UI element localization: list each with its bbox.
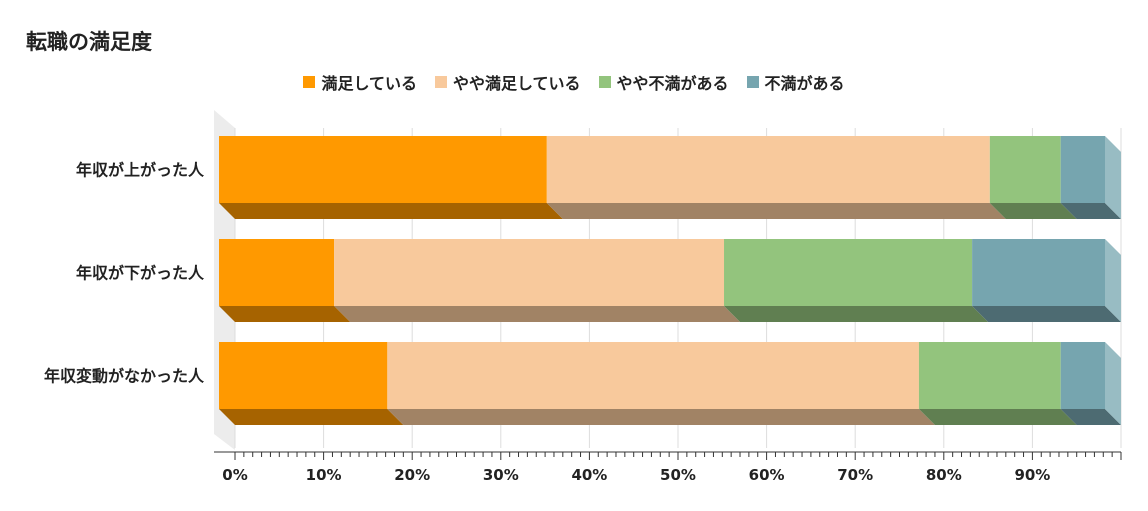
bar-segment-depth: [387, 409, 935, 425]
x-tick-label: 0%: [222, 466, 247, 484]
x-tick-label: 60%: [749, 466, 785, 484]
bar-segment: [219, 136, 547, 203]
bar-segment: [1060, 136, 1105, 203]
legend-item-dissatisfied: 不満がある: [746, 70, 845, 94]
legend-swatch: [746, 76, 759, 88]
bar-segment-depth: [1060, 409, 1121, 425]
bar-segment: [219, 239, 335, 306]
x-tick-label: 80%: [926, 466, 962, 484]
bar-segment: [918, 342, 1061, 409]
legend-item-satisfied: 満足している: [303, 70, 417, 94]
bar-end-cap: [1105, 342, 1121, 425]
bar-segment-depth: [334, 306, 741, 322]
x-tick-label: 20%: [394, 466, 430, 484]
bar-segment: [219, 342, 388, 409]
x-tick-label: 30%: [483, 466, 519, 484]
bar-segment: [1060, 342, 1105, 409]
bar-segment-depth: [918, 409, 1077, 425]
x-tick-label: 70%: [837, 466, 873, 484]
legend-label: やや満足している: [452, 74, 581, 93]
bar-segment-depth: [219, 203, 563, 219]
bar-segment-depth: [972, 306, 1121, 322]
bar-segment: [989, 136, 1061, 203]
bar-segment: [387, 342, 919, 409]
category-label: 年収が上がった人: [76, 161, 205, 180]
bar-segment-depth: [989, 203, 1077, 219]
legend-label: 不満がある: [764, 74, 845, 93]
legend-item-somewhat-satisfied: やや満足している: [434, 70, 581, 94]
bar-segment-depth: [724, 306, 989, 322]
legend-swatch: [303, 76, 316, 88]
bar-segment-depth: [1060, 203, 1121, 219]
legend-label: 満足している: [321, 74, 417, 93]
bar-segment: [724, 239, 973, 306]
bar-segment-depth: [546, 203, 1006, 219]
bar-end-cap: [1105, 239, 1121, 322]
bar-segment: [334, 239, 725, 306]
legend: 満足している やや満足している やや不満がある 不満がある: [0, 70, 1148, 94]
x-tick-label: 40%: [571, 466, 607, 484]
legend-swatch: [598, 76, 611, 88]
bar-segment: [546, 136, 990, 203]
category-label: 年収変動がなかった人: [44, 367, 205, 386]
chart-title: 転職の満足度: [26, 30, 152, 54]
x-tick-label: 50%: [660, 466, 696, 484]
category-label: 年収が下がった人: [76, 264, 205, 283]
x-tick-label: 10%: [306, 466, 342, 484]
legend-item-somewhat-dissatisfied: やや不満がある: [598, 70, 729, 94]
bar-segment-depth: [219, 409, 404, 425]
bar-end-cap: [1105, 136, 1121, 219]
bar-segment: [972, 239, 1105, 306]
legend-swatch: [434, 76, 447, 88]
x-tick-label: 90%: [1014, 466, 1050, 484]
bar-segment-depth: [219, 306, 351, 322]
legend-label: やや不満がある: [616, 74, 729, 93]
